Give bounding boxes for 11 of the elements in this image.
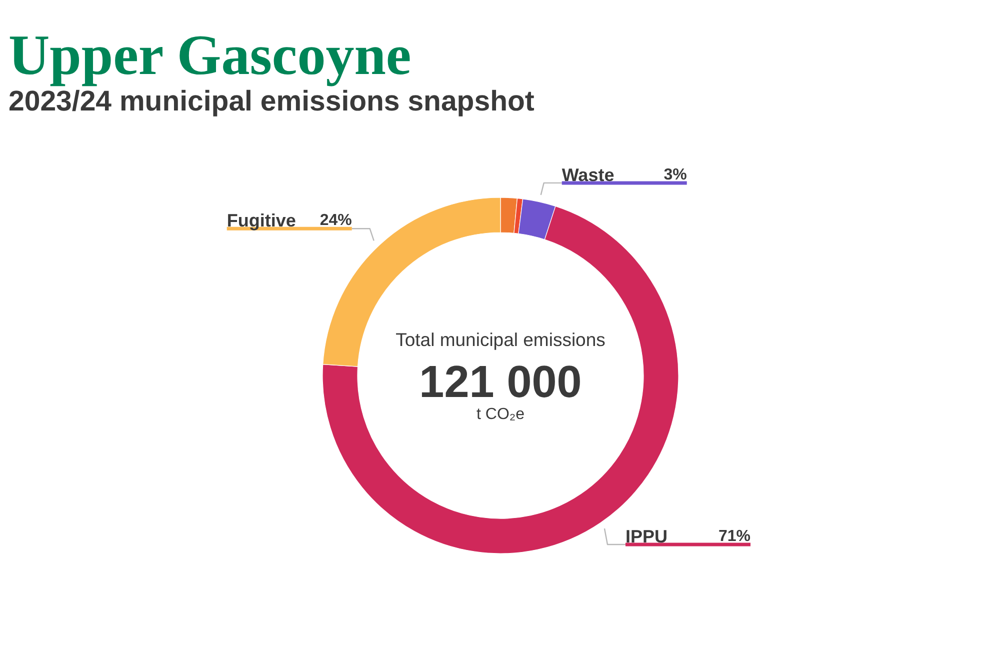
data-label: 71% <box>718 528 750 546</box>
text: Total municipal emissions <box>396 329 606 350</box>
slice-label: Fugitive <box>226 210 296 231</box>
chart-title: Upper Gascoyne <box>8 24 412 87</box>
data-label: 24% <box>320 212 352 230</box>
chart-subtitle: 2023/24 municipal emissions snapshot <box>8 86 535 118</box>
text: t CO₂e <box>476 406 525 423</box>
text: 121 000 <box>419 356 582 407</box>
data-label: 3% <box>664 166 687 184</box>
slice-label: Waste <box>562 164 614 185</box>
slice-label: IPPU <box>625 526 668 547</box>
